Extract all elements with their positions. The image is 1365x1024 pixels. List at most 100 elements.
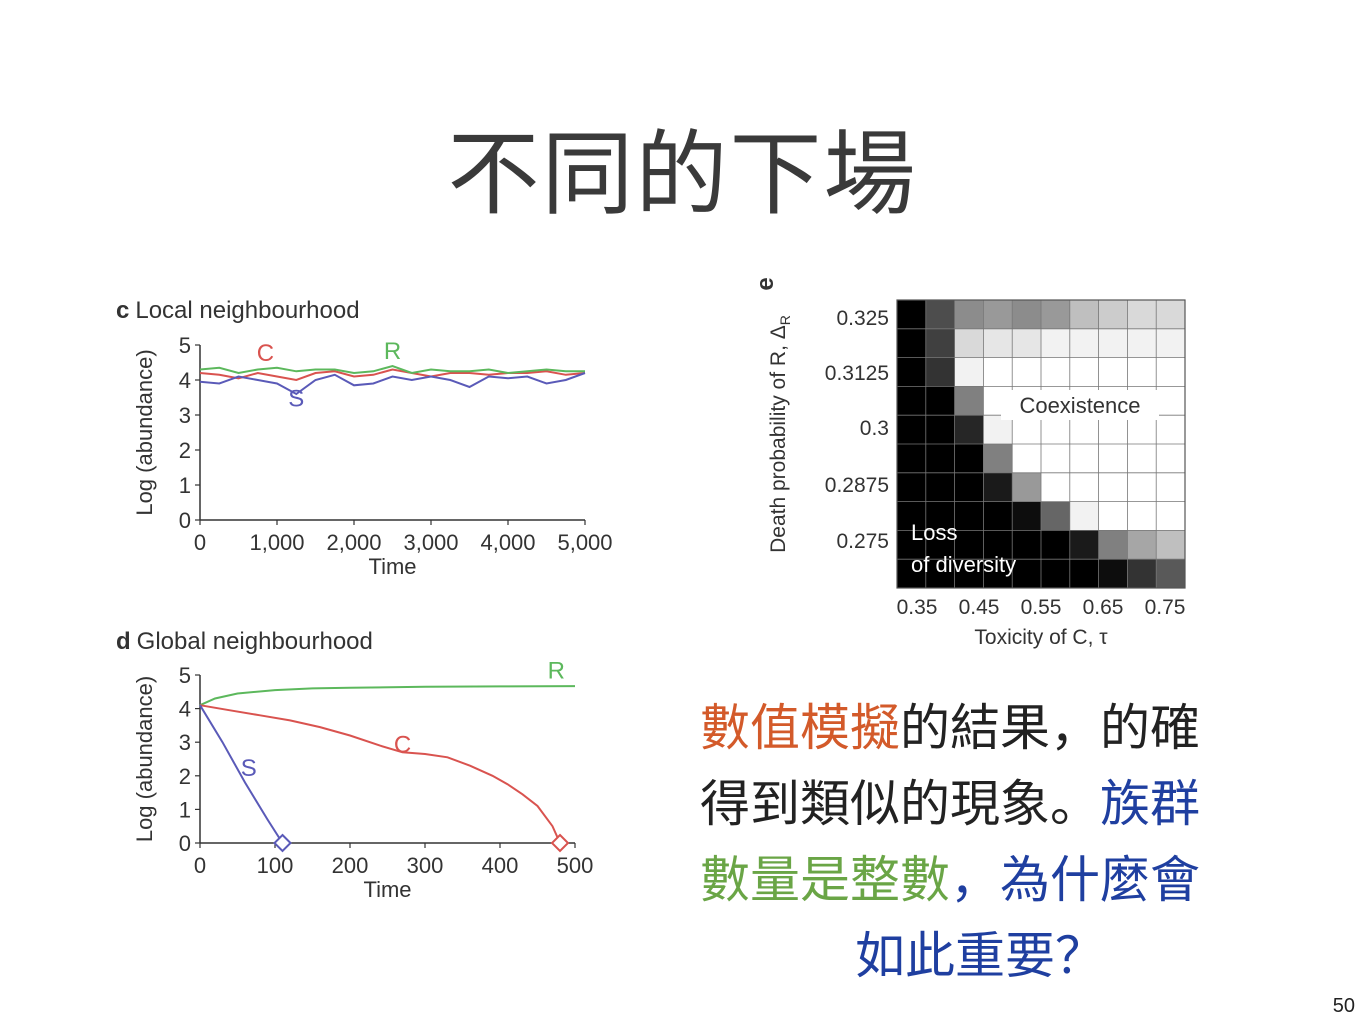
y-axis-label: Death probability of R, ΔR xyxy=(767,315,793,553)
caption-highlight-question: 如此重要？ xyxy=(855,927,1105,985)
heatmap-cell xyxy=(897,472,927,502)
heatmap-cell xyxy=(925,300,955,330)
x-tick-label: 0.35 xyxy=(897,596,938,619)
heatmap-cell xyxy=(983,559,1013,589)
heatmap-cell xyxy=(1156,328,1186,358)
series-label-S: S xyxy=(241,755,257,782)
heatmap-cell xyxy=(1098,472,1128,502)
slide-title: 不同的下場 xyxy=(447,121,918,228)
heatmap-frame xyxy=(896,299,1186,589)
heatmap-cell xyxy=(1098,300,1128,330)
x-tick-label: 0.65 xyxy=(1083,596,1124,619)
y-tick-label: 5 xyxy=(179,333,191,358)
heatmap-cell xyxy=(1098,559,1128,589)
y-tick-label: 3 xyxy=(179,403,191,428)
caption-line-1: 數值模擬的結果，的確 xyxy=(700,690,1260,766)
heatmap-cell xyxy=(1127,328,1157,358)
heatmap-cell xyxy=(1069,559,1099,589)
heatmap-cell xyxy=(1012,415,1042,445)
heatmap-cell xyxy=(1012,501,1042,531)
x-tick-label: 400 xyxy=(482,853,519,878)
heatmap-cell xyxy=(925,444,955,474)
panel-d-letter: d xyxy=(116,628,131,655)
series-line-C xyxy=(199,368,586,382)
heatmap-cell xyxy=(897,328,927,358)
heatmap-cell xyxy=(954,415,984,445)
series-label-S: S xyxy=(288,385,304,412)
annotation-background xyxy=(1001,390,1159,420)
heatmap-cell xyxy=(897,444,927,474)
heatmap-cell xyxy=(954,501,984,531)
heatmap-cell xyxy=(1012,357,1042,387)
heatmap-cell xyxy=(954,357,984,387)
heatmap-cell xyxy=(1127,530,1157,560)
extinction-marker-S xyxy=(273,833,292,853)
caption-line-3: 數量是整數，為什麼會 xyxy=(700,842,1260,918)
x-tick-label: 1,000 xyxy=(249,530,304,555)
heatmap-cell xyxy=(1041,300,1071,330)
x-tick-label: 2,000 xyxy=(326,530,381,555)
y-tick-label: 5 xyxy=(179,663,191,688)
heatmap-cell xyxy=(1069,530,1099,560)
heatmap-cell xyxy=(1156,559,1186,589)
caption-highlight-integer: 數量是整數 xyxy=(700,851,950,909)
heatmap-cell xyxy=(1127,415,1157,445)
heatmap-cell xyxy=(1098,501,1128,531)
heatmap-cell xyxy=(897,386,927,416)
heatmap-cell xyxy=(1041,328,1071,358)
x-axis-label: Time xyxy=(363,877,411,902)
caption-highlight-population: 族群 xyxy=(1100,775,1200,833)
caption: 數值模擬的結果，的確 得到類似的現象。族群 數量是整數，為什麼會 如此重要？ xyxy=(700,690,1260,994)
heatmap-cell xyxy=(1069,357,1099,387)
y-axis-label-subscript: R xyxy=(777,315,793,325)
series-line-S xyxy=(199,704,284,844)
heatmap-cell xyxy=(983,530,1013,560)
heatmap-cell xyxy=(1098,444,1128,474)
heatmap-cell xyxy=(1098,328,1128,358)
heatmap-cell xyxy=(1012,472,1042,502)
heatmap-cell xyxy=(1041,444,1071,474)
x-tick-label: 100 xyxy=(257,853,294,878)
x-tick-label: 0.75 xyxy=(1145,596,1186,619)
heatmap-cell xyxy=(1127,300,1157,330)
heatmap-cell xyxy=(1069,300,1099,330)
heatmap-cell xyxy=(954,472,984,502)
heatmap-cell xyxy=(1041,559,1071,589)
heatmap-cell xyxy=(1127,444,1157,474)
heatmap-cell xyxy=(897,559,927,589)
y-tick-label: 3 xyxy=(179,730,191,755)
heatmap-cell xyxy=(1069,415,1099,445)
page-number: 50 xyxy=(1332,995,1355,1017)
heatmap-cell xyxy=(925,357,955,387)
heatmap-cell xyxy=(1041,357,1071,387)
series-label-C: C xyxy=(257,340,274,367)
caption-line-4: 如此重要？ xyxy=(700,918,1260,994)
heatmap-cell xyxy=(1156,386,1186,416)
heatmap-cell xyxy=(1156,415,1186,445)
panel-e-letter: e xyxy=(752,277,779,290)
heatmap-cell xyxy=(1041,472,1071,502)
caption-text: 得到類似的現象。 xyxy=(700,775,1100,833)
y-tick-label: 4 xyxy=(179,697,191,722)
caption-highlight-question: ，為什麼會 xyxy=(950,851,1200,909)
panel-c-title-text: Local neighbourhood xyxy=(135,297,360,324)
series-label-R: R xyxy=(384,338,401,365)
y-tick-label: 0.275 xyxy=(836,530,889,553)
heatmap-cell xyxy=(925,530,955,560)
x-axis-label: Toxicity of C, τ xyxy=(974,626,1108,649)
heatmap-cell xyxy=(1012,328,1042,358)
heatmap-cell xyxy=(1156,472,1186,502)
x-tick-label: 0 xyxy=(194,530,206,555)
y-tick-label: 0.3125 xyxy=(825,362,889,385)
heatmap-cell xyxy=(1156,501,1186,531)
x-tick-label: 0 xyxy=(194,853,206,878)
y-tick-label: 1 xyxy=(179,473,191,498)
heatmap-cell xyxy=(897,501,927,531)
x-tick-label: 500 xyxy=(557,853,594,878)
caption-highlight-simulation: 數值模擬 xyxy=(700,699,900,757)
annotation-coexistence: Coexistence xyxy=(1019,393,1140,418)
heatmap-cell xyxy=(983,300,1013,330)
heatmap-cell xyxy=(1012,300,1042,330)
y-axis-label: Log (abundance) xyxy=(132,676,157,842)
heatmap-cell xyxy=(1127,501,1157,531)
